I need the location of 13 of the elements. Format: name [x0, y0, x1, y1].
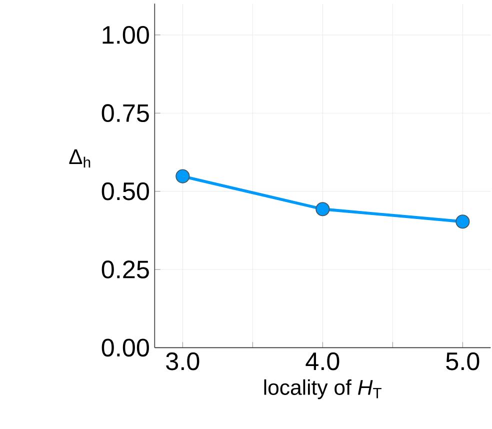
y-tick-label: 0.75	[102, 104, 149, 122]
x-axis-title: locality of H$_{T}$	[264, 379, 382, 400]
point	[176, 169, 190, 184]
x-tick-label: 3.0	[166, 352, 200, 370]
point	[316, 202, 330, 216]
y-tick-label: 1.00	[102, 26, 149, 44]
x-tick-label: 4.0	[306, 352, 340, 370]
x-tick-label: 5.0	[446, 352, 480, 370]
y-axis-title: Δ$_{h}$	[69, 149, 90, 168]
y-tick-label: 0.00	[102, 338, 149, 357]
y-tick-label: 0.25	[102, 260, 149, 278]
point	[456, 214, 470, 229]
y-tick-label: 0.50	[102, 182, 149, 200]
